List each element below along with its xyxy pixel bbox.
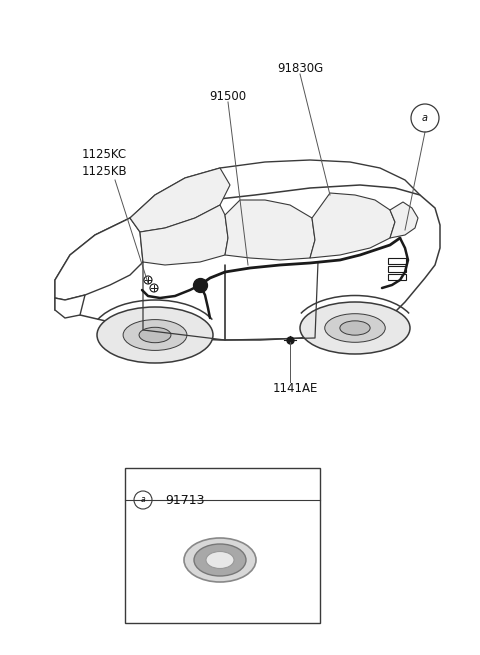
Text: a: a — [141, 495, 145, 504]
Ellipse shape — [194, 544, 246, 576]
Ellipse shape — [300, 302, 410, 354]
Text: 91830G: 91830G — [277, 62, 323, 75]
Polygon shape — [55, 185, 440, 340]
Text: 91713: 91713 — [165, 493, 204, 506]
Text: 1125KC
1125KB: 1125KC 1125KB — [82, 148, 128, 178]
Polygon shape — [390, 202, 418, 238]
Ellipse shape — [340, 321, 370, 335]
Text: 1141AE: 1141AE — [272, 382, 318, 395]
Ellipse shape — [184, 538, 256, 582]
Polygon shape — [55, 218, 143, 300]
Polygon shape — [130, 168, 230, 232]
Ellipse shape — [123, 320, 187, 350]
Ellipse shape — [97, 307, 213, 363]
Polygon shape — [310, 193, 395, 258]
Ellipse shape — [206, 552, 234, 569]
FancyBboxPatch shape — [125, 468, 320, 623]
Text: a: a — [422, 113, 428, 123]
Ellipse shape — [325, 314, 385, 343]
Ellipse shape — [139, 328, 171, 343]
Text: 91500: 91500 — [209, 90, 247, 103]
Polygon shape — [140, 205, 228, 265]
Polygon shape — [55, 295, 85, 318]
Polygon shape — [225, 200, 315, 260]
